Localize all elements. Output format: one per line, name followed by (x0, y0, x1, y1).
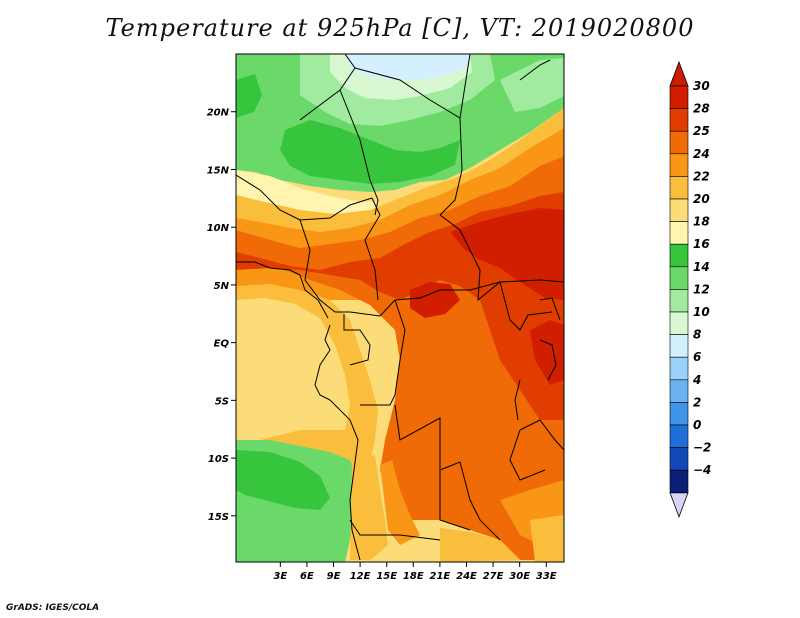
colorbar-swatch (669, 424, 689, 448)
colorbar-label: 16 (693, 237, 710, 251)
lat-tick-label: 5N (214, 281, 230, 292)
colorbar-label: 24 (693, 147, 710, 161)
lon-tick-label: 12E (350, 571, 371, 582)
colorbar-label: 2 (693, 395, 701, 409)
lon-tick-label: 27E (483, 571, 504, 582)
colorbar-label: 18 (693, 215, 710, 229)
colorbar-swatch (669, 176, 689, 200)
colorbar-under-arrow (669, 492, 689, 518)
colorbar-swatch (669, 85, 689, 109)
colorbar-label: 8 (693, 328, 701, 342)
lon-tick-label: 18E (403, 571, 424, 582)
lat-tick-label: 5S (215, 396, 229, 407)
plot-title: Temperature at 925hPa [C], VT: 201902080… (105, 14, 695, 42)
colorbar-label: 0 (693, 418, 701, 432)
colorbar-label: 28 (693, 102, 710, 116)
colorbar-label: −4 (693, 463, 711, 477)
colorbar-swatch (669, 469, 689, 494)
colorbar-label: 12 (693, 282, 710, 296)
lon-tick-label: 9E (327, 571, 341, 582)
lon-tick-label: 30E (509, 571, 530, 582)
lon-tick-label: 21E (430, 571, 451, 582)
colorbar-swatch (669, 334, 689, 358)
colorbar-swatch (669, 447, 689, 471)
colorbar-label: 22 (693, 169, 710, 183)
colorbar-label: 30 (693, 79, 710, 93)
colorbar-swatch (669, 311, 689, 335)
footer-credit: GrADS: IGES/COLA (6, 603, 100, 613)
lat-tick-label: 15N (207, 165, 230, 176)
colorbar-label: 10 (693, 305, 710, 319)
colorbar-swatch (669, 153, 689, 177)
colorbar-label: −2 (693, 441, 711, 455)
colorbar-swatch (669, 198, 689, 222)
colorbar-label: 6 (693, 350, 701, 364)
lon-tick-label: 15E (376, 571, 397, 582)
temperature-map: 3E 6E 9E 12E 15E 18E 21E 24E 27E 30E 33E 20N 15N 10N… (207, 53, 711, 582)
colorbar-swatch (669, 130, 689, 155)
temperature-field (236, 54, 564, 562)
colorbar-label: 14 (693, 260, 710, 274)
lat-tick-label: 15S (208, 512, 229, 523)
map-borders (236, 54, 564, 561)
lat-tick-label: 10S (208, 454, 229, 465)
colorbar-swatch (669, 221, 689, 245)
map-frame (235, 53, 565, 563)
lon-tick-label: 33E (536, 571, 557, 582)
lat-tick-label: 10N (207, 223, 230, 234)
lat-tick-label: EQ (214, 339, 230, 350)
colorbar-swatch (669, 289, 689, 313)
colorbar-label: 4 (692, 373, 701, 387)
colorbar-label: 20 (693, 192, 710, 206)
colorbar-swatch (669, 266, 689, 290)
colorbar-swatch (669, 356, 689, 381)
colorbar-label: 25 (693, 124, 710, 138)
colorbar-swatch (669, 243, 689, 268)
lat-tick-label: 20N (207, 108, 230, 119)
latitude-axis: 20N 15N 10N 5N EQ 5S 10S 15S (207, 108, 236, 523)
colorbar-over-arrow (669, 60, 689, 87)
colorbar-swatch (669, 108, 689, 132)
lon-tick-label: 6E (300, 571, 314, 582)
longitude-axis: 3E 6E 9E 12E 15E 18E 21E 24E 27E 30E 33E (273, 562, 557, 582)
lon-tick-label: 24E (456, 571, 477, 582)
colorbar-swatch (669, 379, 689, 403)
lon-tick-label: 3E (273, 571, 287, 582)
colorbar-swatch (669, 402, 689, 426)
